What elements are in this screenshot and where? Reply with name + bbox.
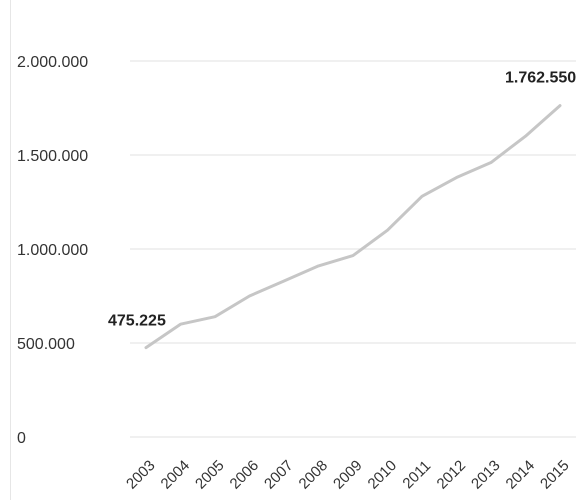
x-tick-label: 2010 — [365, 457, 401, 493]
x-tick-label: 2013 — [468, 457, 504, 493]
x-tick-label: 2008 — [296, 457, 332, 493]
x-tick-label: 2006 — [227, 457, 263, 493]
y-tick-label: 500.000 — [17, 336, 75, 353]
data-label: 1.762.550 — [505, 70, 576, 87]
y-tick-label: 2.000.000 — [17, 54, 88, 71]
chart-left-border — [10, 0, 11, 500]
x-tick-label: 2014 — [503, 457, 539, 493]
y-tick-label: 0 — [17, 430, 26, 447]
series-line — [144, 104, 562, 350]
y-tick-label: 1.000.000 — [17, 242, 88, 259]
x-tick-label: 2009 — [330, 457, 366, 493]
x-tick-label: 2012 — [434, 457, 470, 493]
data-label: 475.225 — [108, 313, 166, 330]
x-tick-label: 2003 — [123, 457, 159, 493]
x-tick-label: 2007 — [261, 457, 297, 493]
x-tick-label: 2015 — [537, 457, 573, 493]
x-tick-label: 2011 — [399, 457, 434, 492]
x-tick-label: 2004 — [158, 457, 194, 493]
y-tick-label: 1.500.000 — [17, 148, 88, 165]
x-tick-label: 2005 — [192, 457, 228, 493]
